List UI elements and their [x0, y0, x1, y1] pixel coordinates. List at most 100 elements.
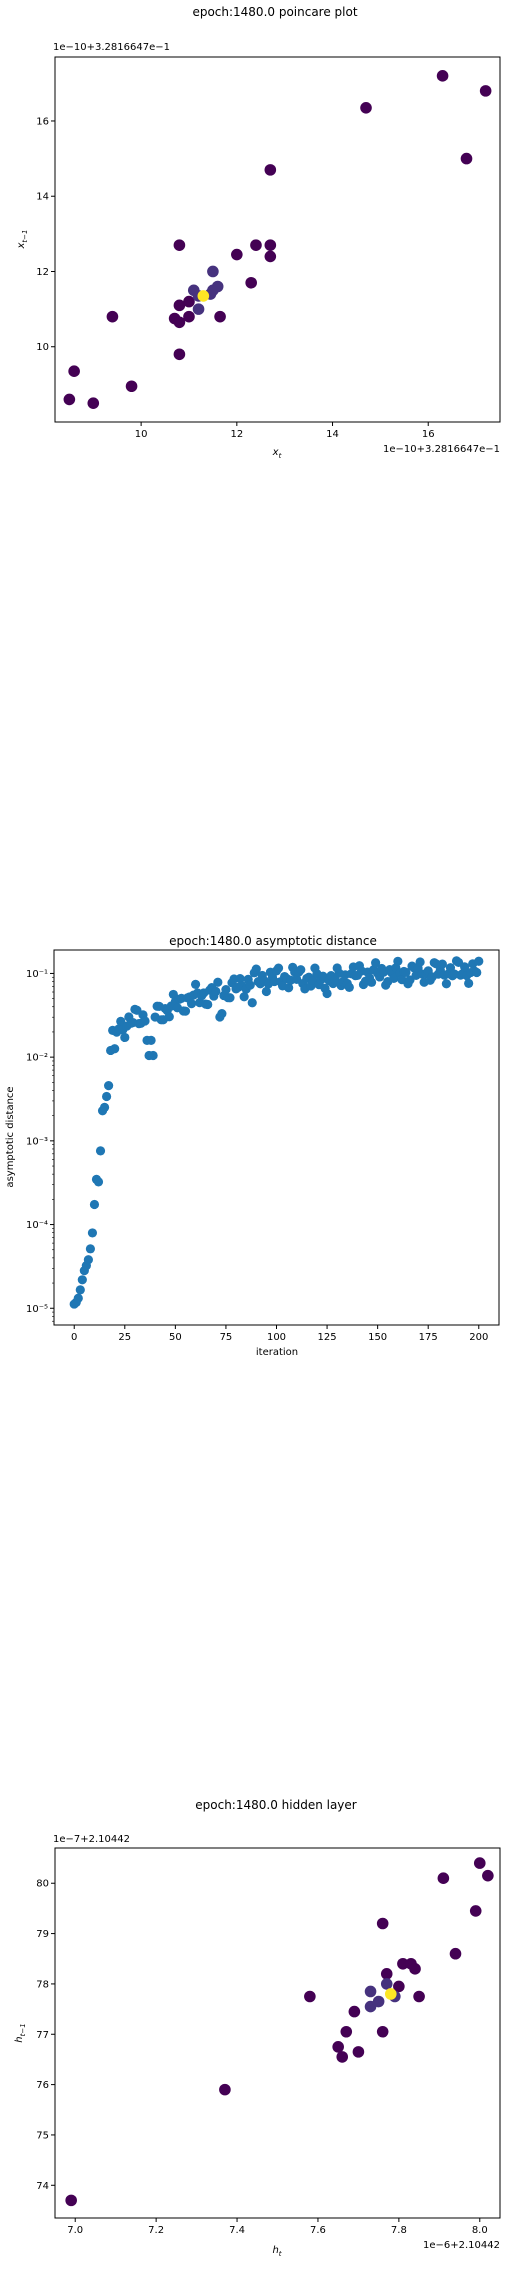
data-point: [231, 249, 243, 261]
x-tick-label: 14: [326, 429, 339, 440]
x-axis-label: iteration: [256, 1347, 298, 1358]
data-point: [198, 290, 210, 302]
data-point: [442, 979, 451, 988]
data-point: [219, 2084, 231, 2096]
data-point: [365, 1986, 377, 1998]
data-point: [482, 1870, 494, 1882]
y-tick-label: 16: [36, 116, 49, 127]
data-point: [214, 311, 226, 323]
data-point: [450, 1948, 462, 1960]
data-point: [146, 1036, 155, 1045]
plot-marks: 7.0 7.2 7.4 7.6 7.8 8.0 74 75 76 77 78 79 80: [36, 1857, 493, 2236]
data-point: [437, 70, 449, 82]
poincare-chart: epoch:1480.0 poincare plot 1e−10+3.28166…: [0, 0, 506, 560]
data-point: [322, 989, 331, 998]
data-point: [120, 1033, 129, 1042]
data-point: [377, 1918, 389, 1930]
chart-title: epoch:1480.0 hidden layer: [195, 1798, 357, 1812]
data-point: [183, 311, 195, 323]
data-point: [360, 102, 372, 114]
plot-marks: 10 12 14 16 10 12 14 16: [36, 70, 491, 440]
data-point: [193, 303, 205, 315]
data-point: [207, 266, 219, 278]
y-tick-label: 10: [36, 342, 49, 353]
y-tick-label: 74: [36, 2181, 49, 2192]
plot-area: [54, 950, 499, 1325]
data-point: [100, 1103, 109, 1112]
x-tick-label: 200: [469, 1332, 488, 1343]
data-point: [65, 2195, 77, 2207]
data-point: [140, 1016, 149, 1025]
hidden-layer-chart: epoch:1480.0 hidden layer 1e−7+2.10442 7…: [0, 1790, 506, 2269]
y-axis-label: ht−1: [14, 2023, 27, 2042]
y-tick-label: 10⁻¹: [26, 969, 48, 980]
data-point: [296, 965, 305, 974]
data-point: [332, 2041, 344, 2053]
chart-title: epoch:1480.0 asymptotic distance: [169, 934, 377, 948]
plot-area: [55, 57, 500, 422]
data-point: [104, 1081, 113, 1090]
data-point: [461, 153, 473, 165]
x-tick-label: 8.0: [472, 2225, 488, 2236]
data-point: [304, 1991, 316, 2003]
data-point: [68, 365, 80, 377]
x-tick-label: 16: [422, 429, 435, 440]
y-tick-label: 14: [36, 192, 49, 203]
data-point: [203, 1000, 212, 1009]
data-point: [409, 1963, 421, 1975]
plot-area: [55, 1848, 500, 2218]
data-point: [96, 1146, 105, 1155]
data-point: [340, 2026, 352, 2038]
data-point: [149, 1051, 158, 1060]
y-tick-label: 10⁻⁴: [26, 1220, 48, 1231]
data-point: [87, 397, 99, 409]
hidden-layer-panel: epoch:1480.0 hidden layer 1e−7+2.10442 7…: [0, 1790, 506, 2269]
data-point: [76, 1285, 85, 1294]
x-tick-label: 125: [318, 1332, 337, 1343]
data-point: [438, 960, 447, 969]
data-point: [107, 311, 119, 323]
data-point: [274, 964, 283, 973]
data-point: [349, 2006, 361, 2018]
data-point: [353, 2046, 365, 2058]
data-point: [94, 1177, 103, 1186]
data-point: [90, 1200, 99, 1209]
data-point: [373, 1996, 385, 2008]
data-point: [86, 1244, 95, 1253]
y-tick-label: 10⁻⁵: [26, 1304, 48, 1315]
data-point: [474, 1857, 486, 1869]
data-point: [413, 1991, 425, 2003]
data-point: [110, 1044, 119, 1053]
data-point: [377, 2026, 389, 2038]
y-tick-label: 10⁻²: [26, 1053, 48, 1064]
y-tick-label: 80: [36, 1879, 49, 1890]
data-point: [102, 1092, 111, 1101]
y-offset-text: 1e−7+2.10442: [53, 1834, 130, 1845]
data-point: [84, 1255, 93, 1264]
plot-marks: 0 25 50 75 100 125 150 175 20010⁻⁵10⁻⁴10⁻³10⁻²10…: [26, 956, 488, 1343]
x-tick-label: 7.2: [148, 2225, 164, 2236]
y-tick-label: 79: [36, 1929, 49, 1940]
data-point: [480, 85, 492, 97]
x-tick-label: 25: [118, 1332, 131, 1343]
data-point: [248, 998, 257, 1007]
data-point: [211, 987, 220, 996]
x-tick-label: 100: [267, 1332, 286, 1343]
x-axis-label: xt: [272, 447, 282, 460]
data-point: [78, 1275, 87, 1284]
data-point: [265, 239, 277, 251]
data-point: [126, 380, 138, 392]
y-offset-text: 1e−10+3.2816647e−1: [53, 42, 170, 53]
data-point: [165, 1012, 174, 1021]
y-tick-label: 78: [36, 1979, 49, 1990]
data-point: [250, 239, 262, 251]
asymptotic-distance-chart: epoch:1480.0 asymptotic distance 0 25 50 75…: [0, 925, 506, 1385]
data-point: [265, 251, 277, 263]
x-tick-label: 12: [230, 429, 243, 440]
asymptotic-distance-panel: epoch:1480.0 asymptotic distance 0 25 50 75…: [0, 925, 506, 1385]
data-point: [213, 978, 222, 987]
data-point: [64, 394, 76, 406]
y-tick-label: 77: [36, 2030, 49, 2041]
data-point: [464, 979, 473, 988]
data-point: [474, 957, 483, 966]
